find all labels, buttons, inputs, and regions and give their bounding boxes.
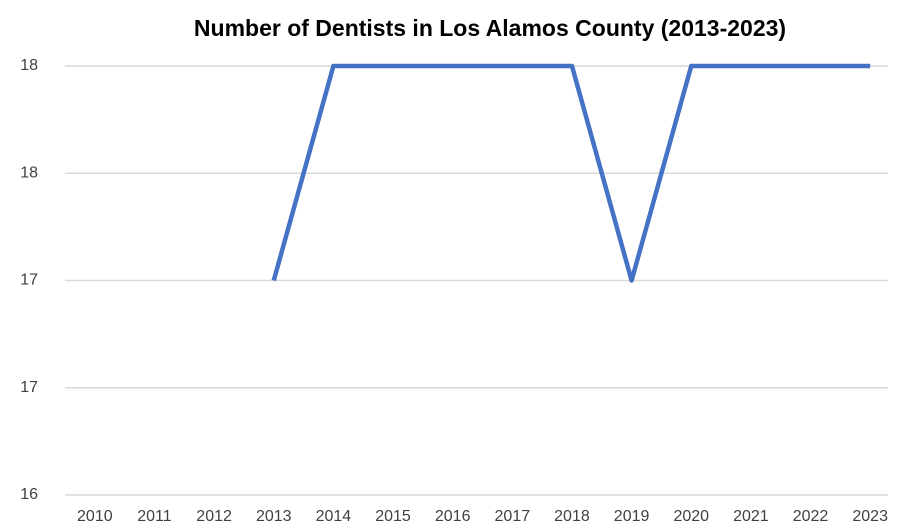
x-tick-label: 2020 [673,508,709,525]
data-line [271,63,871,283]
x-tick-label: 2021 [733,508,769,525]
y-tick-label: 18 [20,57,38,74]
x-tick-label: 2011 [137,508,172,525]
x-tick-label: 2019 [614,508,650,525]
chart-title: Number of Dentists in Los Alamos County … [194,15,786,41]
x-tick-label: 2015 [375,508,411,525]
y-tick-label: 17 [20,379,38,396]
y-tick-label: 16 [20,486,38,503]
x-tick-label: 2018 [554,508,590,525]
y-tick-label: 17 [20,272,38,289]
x-tick-label: 2012 [196,508,232,525]
x-tick-label: 2013 [256,508,292,525]
x-tick-label: 2016 [435,508,471,525]
x-tick-label: 2022 [793,508,829,525]
x-tick-label: 2010 [77,508,113,525]
y-tick-label: 18 [20,164,38,181]
x-tick-label: 2017 [495,508,531,525]
x-tick-label: 2023 [852,508,888,525]
x-tick-label: 2014 [316,508,352,525]
